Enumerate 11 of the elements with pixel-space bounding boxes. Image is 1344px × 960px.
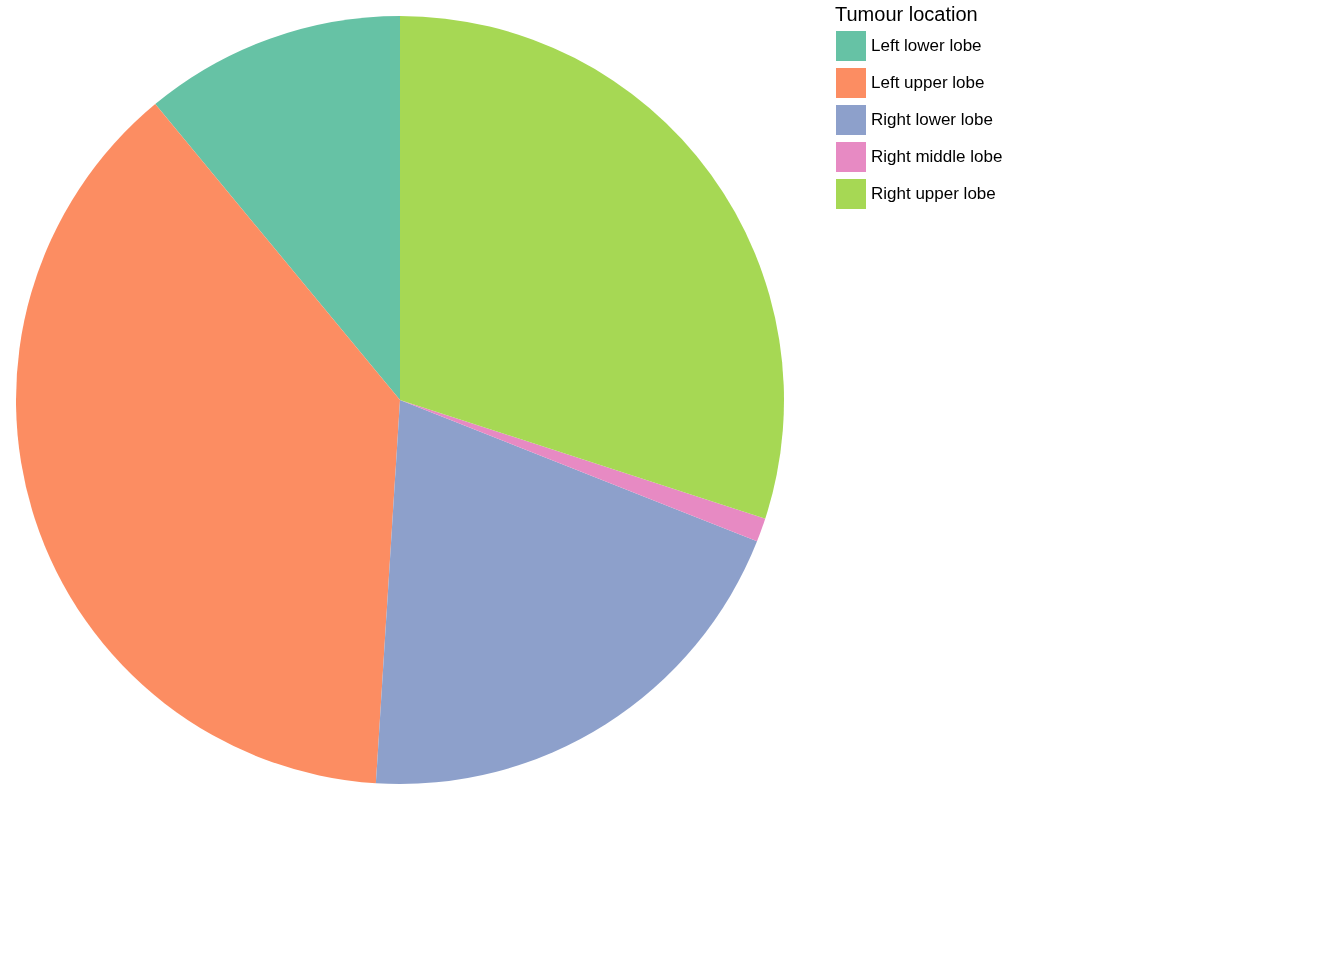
pie-slice <box>375 400 758 784</box>
legend-label: Right upper lobe <box>871 184 996 203</box>
legend-label: Left lower lobe <box>871 36 982 55</box>
pie-slice <box>16 104 400 784</box>
pie-slice <box>400 16 784 519</box>
pie-slice <box>155 16 400 400</box>
legend-label: Right lower lobe <box>871 110 993 129</box>
legend-label: Left upper lobe <box>871 73 985 92</box>
legend-label: Right middle lobe <box>871 147 1003 166</box>
pie-slice <box>400 400 766 542</box>
legend-title: Tumour location <box>835 3 978 25</box>
